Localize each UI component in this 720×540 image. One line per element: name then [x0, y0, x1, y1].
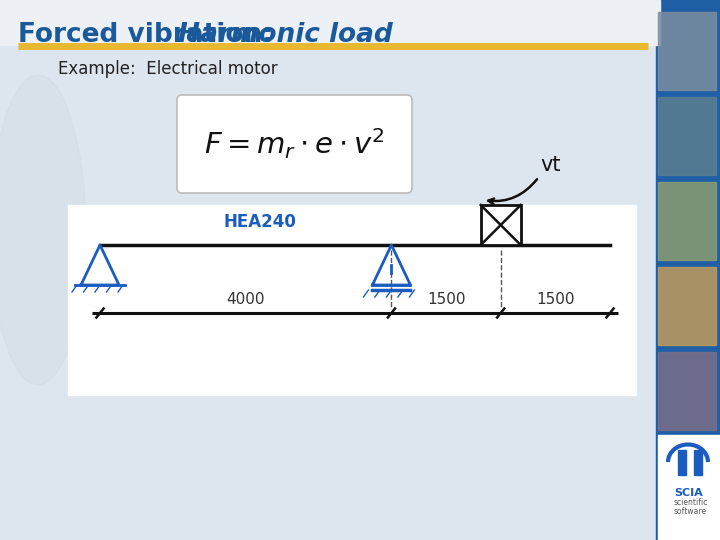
Bar	[658, 267, 716, 345]
Text: 4000: 4000	[227, 292, 265, 307]
Bar	[658, 12, 716, 90]
Bar	[656, 0, 720, 540]
Bar	[481, 205, 521, 245]
Text: software: software	[674, 507, 707, 516]
Bar	[678, 450, 686, 475]
Bar	[68, 205, 636, 395]
Bar	[694, 450, 702, 475]
Text: Forced vibration:: Forced vibration:	[18, 22, 282, 48]
Bar	[658, 435, 720, 540]
Ellipse shape	[0, 75, 86, 385]
Text: $F = m_r \cdot e \cdot v^2$: $F = m_r \cdot e \cdot v^2$	[204, 127, 384, 161]
Bar	[658, 97, 716, 175]
Bar	[658, 352, 716, 430]
FancyBboxPatch shape	[177, 95, 412, 193]
Text: HEA240: HEA240	[224, 213, 297, 231]
Text: Harmonic load: Harmonic load	[178, 22, 392, 48]
Text: 1500: 1500	[536, 292, 575, 307]
Bar	[0, 0, 660, 45]
Bar	[658, 182, 716, 260]
Text: 1500: 1500	[427, 292, 465, 307]
Text: scientific: scientific	[674, 498, 708, 507]
Text: Example:  Electrical motor: Example: Electrical motor	[58, 60, 278, 78]
Text: SCIA: SCIA	[674, 488, 703, 498]
Text: vt: vt	[541, 155, 561, 175]
